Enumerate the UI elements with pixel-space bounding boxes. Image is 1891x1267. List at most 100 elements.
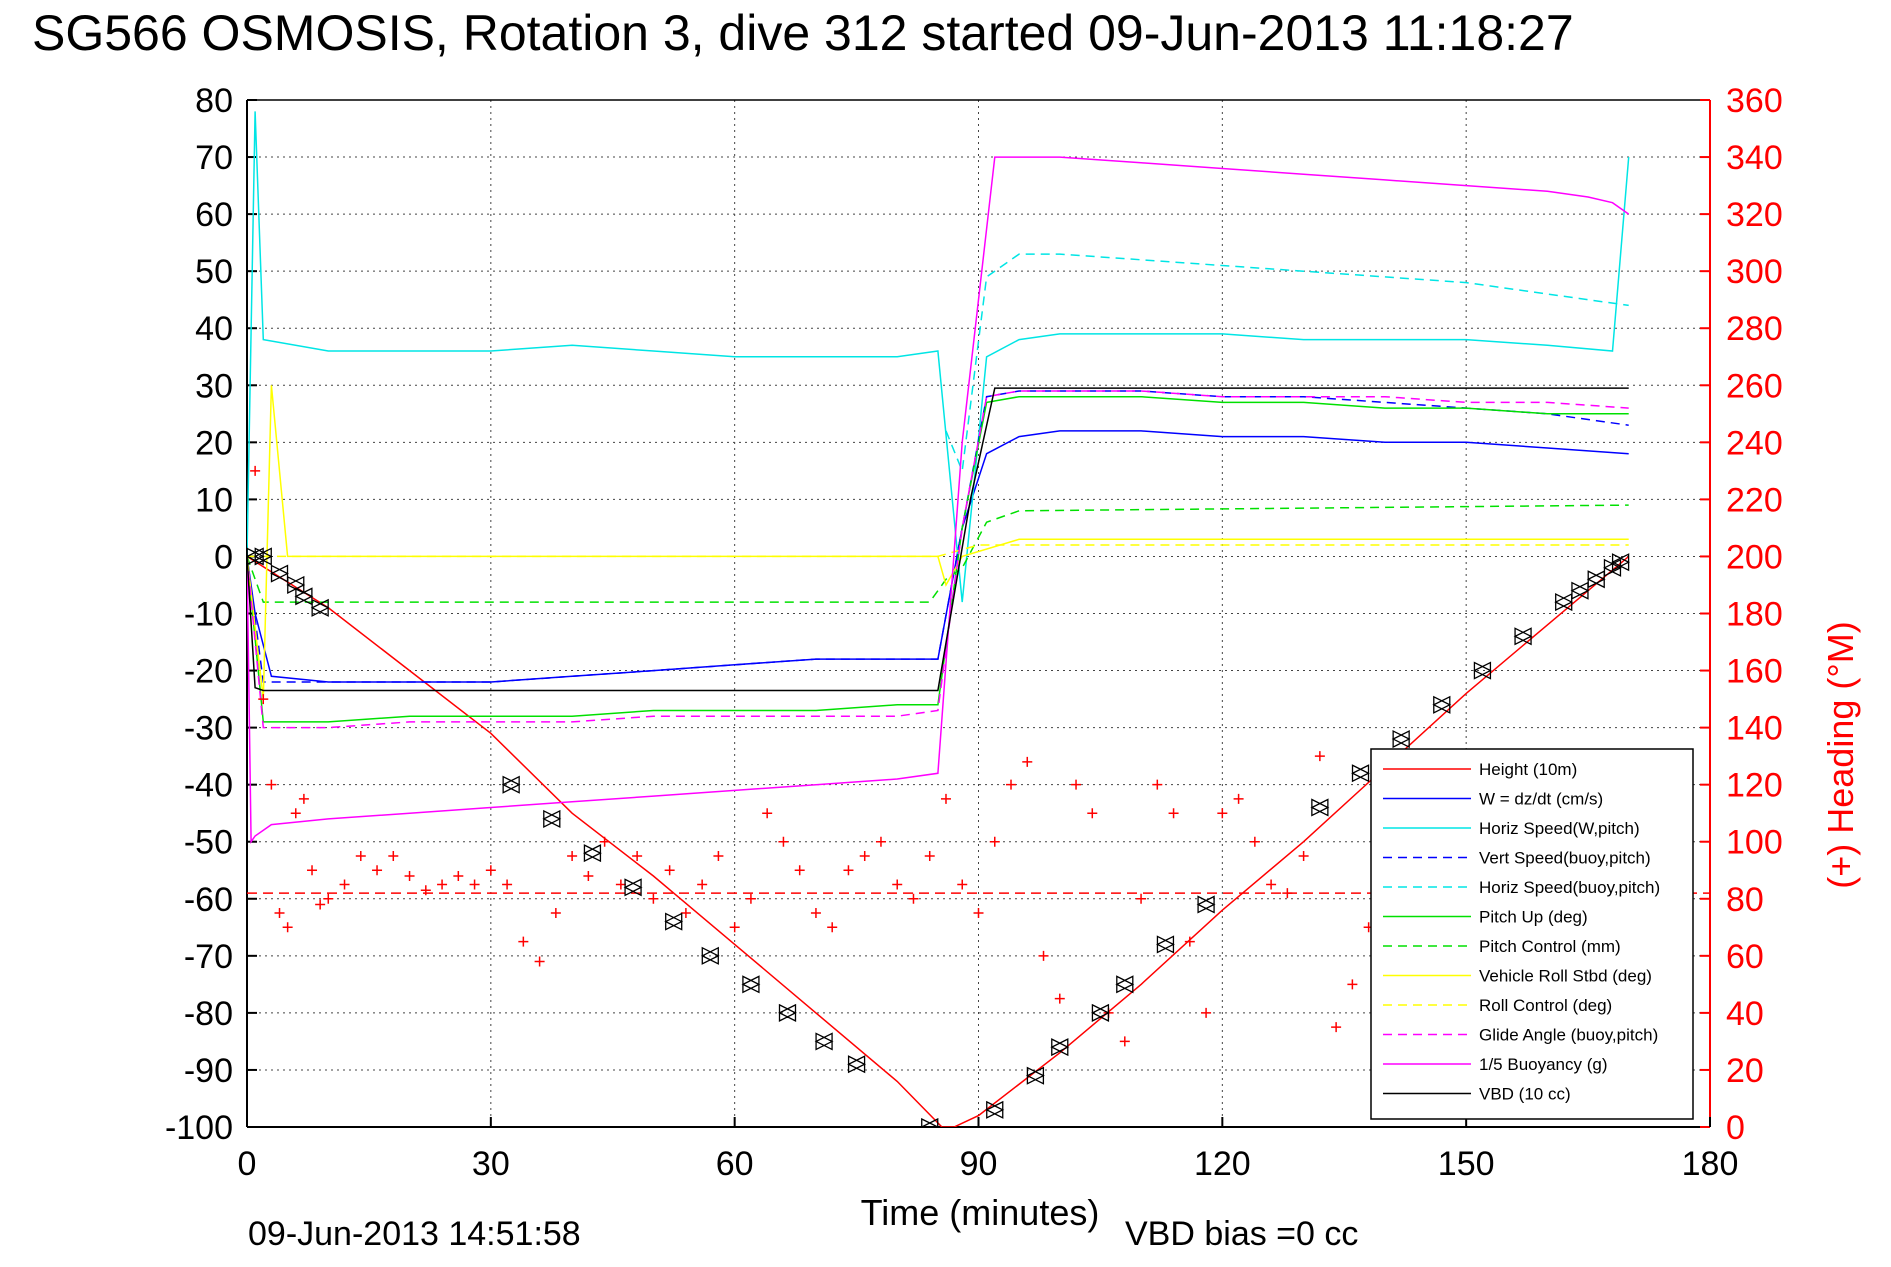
right-y-tick-label: 340 bbox=[1726, 139, 1783, 177]
heading-point bbox=[420, 885, 431, 896]
y-tick-label: 80 bbox=[195, 82, 233, 120]
heading-point bbox=[908, 893, 919, 904]
heading-point bbox=[843, 865, 854, 876]
triangle-marker bbox=[700, 946, 720, 965]
x-tick-label: 120 bbox=[1194, 1145, 1251, 1183]
right-y-tick-label: 220 bbox=[1726, 481, 1783, 519]
legend-box bbox=[1370, 748, 1694, 1120]
legend-label: Pitch Up (deg) bbox=[1479, 908, 1588, 927]
heading-point bbox=[1331, 1022, 1342, 1033]
heading-point bbox=[355, 850, 366, 861]
heading-point bbox=[502, 879, 513, 890]
heading-point bbox=[1282, 888, 1293, 899]
right-y-tick-label: 200 bbox=[1726, 538, 1783, 576]
y-tick-label: 10 bbox=[195, 481, 233, 519]
triangle-marker bbox=[741, 975, 761, 994]
triangle-marker bbox=[1090, 1003, 1110, 1022]
legend-label: 1/5 Buoyancy (g) bbox=[1479, 1055, 1608, 1074]
y-tick-label: -60 bbox=[184, 881, 233, 919]
heading-point bbox=[404, 870, 415, 881]
legend-label: VBD (10 cc) bbox=[1479, 1085, 1571, 1104]
heading-point bbox=[437, 879, 448, 890]
heading-point bbox=[250, 465, 261, 476]
right-y-tick-label: 280 bbox=[1726, 310, 1783, 348]
triangle-marker bbox=[542, 809, 562, 828]
heading-point bbox=[697, 879, 708, 890]
right-y-tick-label: 260 bbox=[1726, 367, 1783, 405]
legend-label: W = dz/dt (cm/s) bbox=[1479, 790, 1603, 809]
x-tick-label: 90 bbox=[960, 1145, 998, 1183]
right-y-tick-label: 240 bbox=[1726, 424, 1783, 462]
y-tick-label: -40 bbox=[184, 767, 233, 805]
y-tick-label: 60 bbox=[195, 196, 233, 234]
triangle-marker bbox=[270, 564, 289, 583]
y-tick-label: -30 bbox=[184, 710, 233, 748]
triangle-marker bbox=[778, 1003, 797, 1022]
y-tick-label: 50 bbox=[195, 253, 233, 291]
right-y-tick-label: 300 bbox=[1726, 253, 1783, 291]
right-y-tick-label: 80 bbox=[1726, 881, 1764, 919]
y-tick-label: 0 bbox=[214, 538, 233, 576]
data-layer bbox=[247, 111, 1710, 1127]
right-y-tick-label: 360 bbox=[1726, 82, 1783, 120]
triangle-marker bbox=[310, 598, 330, 617]
footer-vbd-bias: VBD bias =0 cc bbox=[1125, 1215, 1358, 1253]
legend: Height (10m) W = dz/dt (cm/s) Horiz Speed(… bbox=[1370, 748, 1694, 1120]
heading-point bbox=[1038, 950, 1049, 961]
triangle-marker bbox=[1570, 581, 1590, 600]
right-y-tick-label: 60 bbox=[1726, 938, 1764, 976]
triangle-marker bbox=[253, 547, 273, 566]
right-y-tick-label: 20 bbox=[1726, 1052, 1764, 1090]
heading-point bbox=[875, 836, 886, 847]
heading-point bbox=[924, 850, 935, 861]
right-y-tick-label: 140 bbox=[1726, 710, 1783, 748]
triangle-marker bbox=[1310, 798, 1330, 817]
series-line-7 bbox=[247, 504, 1629, 603]
triangle-marker bbox=[847, 1055, 867, 1074]
heading-point bbox=[518, 936, 529, 947]
series-line-4 bbox=[247, 390, 1629, 683]
y-tick-label: 70 bbox=[195, 139, 233, 177]
heading-point bbox=[1266, 879, 1277, 890]
heading-point bbox=[648, 893, 659, 904]
heading-point bbox=[1201, 1007, 1212, 1018]
y-tick-label: 30 bbox=[195, 367, 233, 405]
heading-point bbox=[282, 922, 293, 933]
heading-point bbox=[680, 908, 691, 919]
y-tick-label: -20 bbox=[184, 653, 233, 691]
y-tick-label: -70 bbox=[184, 938, 233, 976]
heading-point bbox=[713, 850, 724, 861]
right-y-tick-label: 120 bbox=[1726, 767, 1783, 805]
series-line-5 bbox=[945, 253, 1629, 474]
x-tick-label: 60 bbox=[716, 1145, 754, 1183]
heading-point bbox=[940, 793, 951, 804]
series-line-9 bbox=[247, 544, 1629, 558]
heading-point bbox=[469, 879, 480, 890]
heading-point bbox=[1054, 993, 1065, 1004]
heading-point bbox=[1347, 979, 1358, 990]
heading-point bbox=[266, 779, 277, 790]
right-y-tick-label: 40 bbox=[1726, 995, 1764, 1033]
triangle-marker bbox=[814, 1032, 834, 1051]
triangle-marker bbox=[664, 912, 684, 931]
heading-point bbox=[632, 850, 643, 861]
heading-point bbox=[1087, 808, 1098, 819]
heading-point bbox=[762, 808, 773, 819]
x-axis-label: Time (minutes) bbox=[861, 1192, 1100, 1233]
right-y-tick-label: 160 bbox=[1726, 653, 1783, 691]
y-tick-label: -10 bbox=[184, 596, 233, 634]
plot-area: 80706050403020100-10-20-30-40-50-60-70-8… bbox=[165, 82, 1783, 1183]
triangle-marker bbox=[294, 587, 314, 606]
triangle-marker bbox=[1196, 895, 1216, 914]
heading-point bbox=[583, 870, 594, 881]
triangle-marker bbox=[920, 1117, 940, 1127]
heading-point bbox=[339, 879, 350, 890]
triangle-marker bbox=[623, 878, 643, 897]
legend-label: Horiz Speed(W,pitch) bbox=[1479, 819, 1640, 838]
triangle-marker bbox=[501, 775, 521, 794]
legend-label: Vert Speed(buoy,pitch) bbox=[1479, 849, 1651, 868]
y-tick-label: -100 bbox=[165, 1109, 233, 1147]
x-tick-label: 30 bbox=[472, 1145, 510, 1183]
heading-point bbox=[989, 836, 1000, 847]
